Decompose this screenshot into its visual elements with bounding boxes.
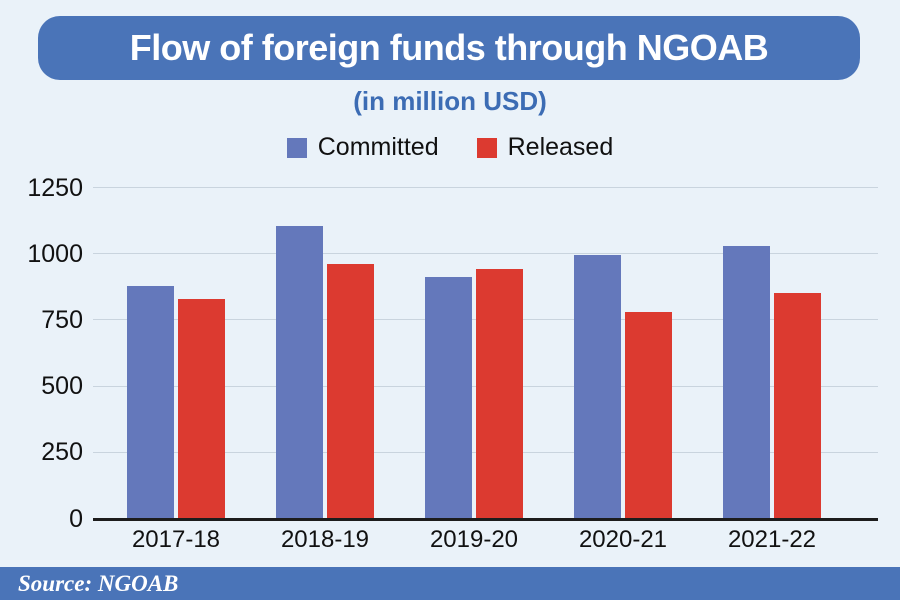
chart-title: Flow of foreign funds through NGOAB bbox=[129, 27, 769, 68]
y-tick-label-500: 500 bbox=[41, 372, 83, 401]
y-tick-label-1000: 1000 bbox=[27, 239, 83, 268]
bar-released-2019-20 bbox=[476, 268, 523, 519]
x-tick-label-2021-22: 2021-22 bbox=[727, 526, 817, 553]
bar-released-2018-19 bbox=[327, 263, 374, 519]
chart-title-banner: Flow of foreign funds through NGOAB bbox=[38, 16, 860, 80]
gridline-1000 bbox=[93, 253, 878, 255]
source-bar: Source: NGOAB bbox=[0, 567, 900, 600]
legend-swatch-released bbox=[476, 137, 497, 158]
legend: Committed Released bbox=[0, 133, 900, 162]
legend-label-committed: Committed bbox=[317, 133, 439, 161]
legend-item-released: Released bbox=[476, 133, 614, 162]
source-text: Source: NGOAB bbox=[18, 570, 179, 596]
x-tick-label-2018-19: 2018-19 bbox=[280, 526, 370, 553]
bar-released-2020-21 bbox=[625, 312, 672, 519]
legend-swatch-committed bbox=[286, 137, 307, 158]
y-tick-label-750: 750 bbox=[41, 305, 83, 334]
bar-committed-2021-22 bbox=[723, 246, 770, 519]
bar-committed-2020-21 bbox=[574, 254, 621, 519]
legend-item-committed: Committed bbox=[286, 133, 439, 162]
chart-subtitle: (in million USD) bbox=[353, 86, 547, 116]
bar-released-2017-18 bbox=[178, 298, 225, 519]
x-tick-label-2017-18: 2017-18 bbox=[131, 526, 221, 553]
gridline-1250 bbox=[93, 187, 878, 188]
x-axis-line bbox=[93, 517, 878, 521]
bar-released-2021-22 bbox=[774, 293, 821, 519]
y-tick-label-0: 0 bbox=[69, 504, 83, 533]
y-tick-label-250: 250 bbox=[41, 438, 83, 467]
bar-committed-2019-20 bbox=[425, 277, 472, 519]
x-tick-label-2019-20: 2019-20 bbox=[429, 526, 519, 553]
bar-committed-2018-19 bbox=[276, 226, 323, 519]
y-tick-label-1250: 1250 bbox=[27, 173, 83, 202]
legend-label-released: Released bbox=[507, 133, 614, 161]
bar-committed-2017-18 bbox=[127, 286, 174, 519]
x-tick-label-2020-21: 2020-21 bbox=[578, 526, 668, 553]
